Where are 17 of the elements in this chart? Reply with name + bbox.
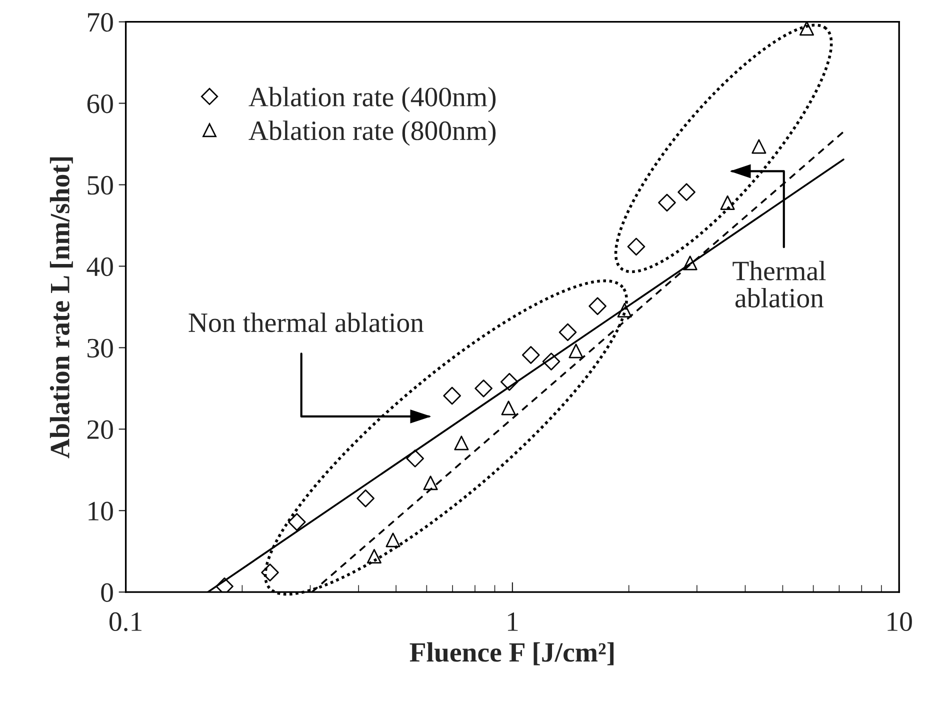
y-tick-label: 40 (86, 257, 113, 276)
annotation: Non thermal ablation (188, 312, 424, 332)
y-tick-label: 50 (88, 176, 113, 195)
y-tick-label: 30 (88, 338, 113, 358)
legend-label: Ablation rate (800nm) (248, 120, 496, 146)
x-tick-label: 1 (508, 612, 518, 631)
y-tick-label: 0 (101, 583, 113, 602)
x-axis-title: Fluence F [J/cm²] (410, 642, 614, 666)
x-tick-label: 0.1 (110, 612, 142, 632)
y-axis-title: Ablation rate L [nm/shot] (50, 157, 73, 458)
x-tick-label: 10 (888, 612, 912, 632)
legend-label: Ablation rate (400nm) (248, 86, 496, 112)
y-tick-label: 70 (88, 12, 113, 32)
annotation: Thermal ablation (732, 260, 826, 308)
y-tick-label: 60 (87, 94, 113, 114)
y-tick-label: 10 (88, 502, 113, 521)
y-tick-label: 20 (87, 420, 113, 440)
